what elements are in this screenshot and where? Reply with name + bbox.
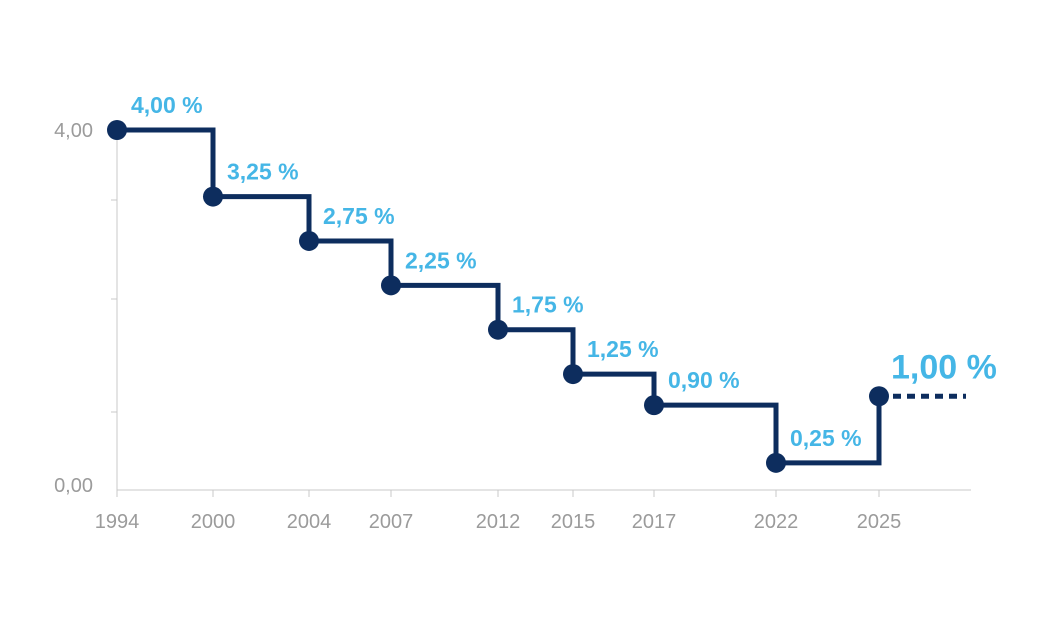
- data-label: 3,25 %: [227, 159, 299, 185]
- x-tick-label: 2025: [857, 511, 902, 533]
- x-tick-label: 1994: [95, 511, 140, 533]
- data-label: 1,75 %: [512, 292, 584, 318]
- data-point: [644, 395, 664, 416]
- data-label: 1,25 %: [587, 336, 659, 362]
- data-label: 0,25 %: [790, 425, 862, 451]
- chart-axes: [116, 130, 971, 491]
- x-tick-label: 2022: [754, 511, 799, 533]
- step-segment: [498, 327, 576, 375]
- y-tick-label: 4,00: [54, 120, 93, 142]
- data-point: [107, 120, 127, 140]
- step-segment: [309, 238, 394, 286]
- step-segment: [213, 194, 312, 241]
- chart-series: [107, 120, 966, 473]
- data-label: 0,90 %: [668, 367, 740, 393]
- x-tick-label: 2004: [287, 511, 332, 533]
- x-tick-label: 2012: [476, 511, 521, 533]
- data-label: 4,00 %: [131, 92, 203, 118]
- data-point: [381, 275, 401, 296]
- data-point: [563, 364, 583, 385]
- step-segment: [573, 371, 657, 406]
- data-label: 2,75 %: [323, 203, 395, 229]
- x-tick-label: 2017: [632, 511, 677, 533]
- x-tick-label: 2015: [551, 511, 596, 533]
- step-segment: [117, 127, 216, 197]
- data-point: [766, 452, 786, 473]
- chart-data-labels: 4,00 % 3,25 % 2,75 % 2,25 % 1,75 %1,25 % 0,90…: [131, 92, 997, 451]
- data-point: [869, 386, 889, 407]
- y-tick-label: 0,00: [54, 475, 93, 497]
- step-segment: [776, 396, 882, 466]
- data-point: [488, 319, 508, 340]
- data-point: [203, 186, 223, 207]
- data-point: [299, 230, 319, 251]
- data-label: 2,25 %: [405, 247, 477, 273]
- x-tick-label: 2000: [191, 511, 236, 533]
- x-tick-label: 2007: [369, 511, 414, 533]
- step-segment: [391, 282, 501, 330]
- data-label: 1,00 %: [891, 348, 997, 386]
- step-segment: [654, 402, 779, 463]
